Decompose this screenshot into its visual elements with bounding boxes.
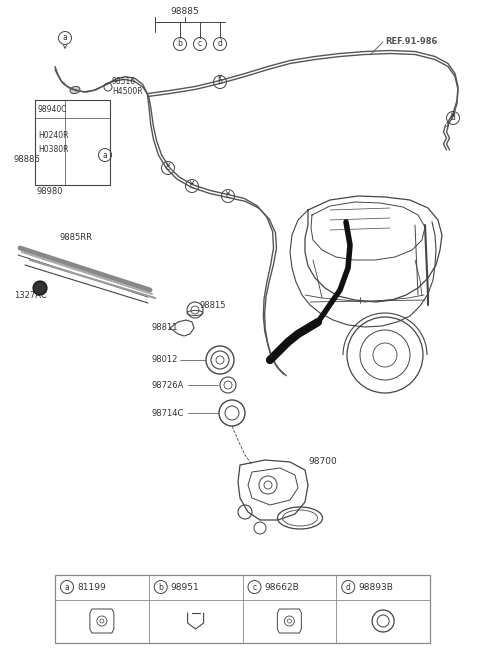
Ellipse shape <box>70 86 80 93</box>
Text: c: c <box>252 583 257 591</box>
Text: 81199: 81199 <box>77 583 106 591</box>
Text: 98726A: 98726A <box>152 380 184 389</box>
Text: a: a <box>65 583 70 591</box>
Text: b: b <box>158 583 163 591</box>
Text: 98714C: 98714C <box>152 408 184 417</box>
Text: H4500R: H4500R <box>112 88 143 97</box>
Text: 98893B: 98893B <box>358 583 393 591</box>
Text: 98940C: 98940C <box>38 106 68 114</box>
Circle shape <box>33 281 47 295</box>
Text: b: b <box>178 40 182 49</box>
Text: 98885: 98885 <box>170 8 199 16</box>
Text: 98886: 98886 <box>14 156 41 164</box>
Text: 98815: 98815 <box>200 300 227 310</box>
Text: 98951: 98951 <box>171 583 200 591</box>
Text: c: c <box>166 164 170 173</box>
Text: 98811: 98811 <box>152 323 179 332</box>
Text: H0380R: H0380R <box>38 145 69 154</box>
Text: 98980: 98980 <box>37 188 63 197</box>
Text: d: d <box>346 583 351 591</box>
Text: 98662B: 98662B <box>264 583 299 591</box>
Text: b: b <box>217 77 222 86</box>
Text: a: a <box>62 34 67 42</box>
Text: 98700: 98700 <box>308 458 337 467</box>
Text: a: a <box>103 151 108 160</box>
Text: d: d <box>217 40 222 49</box>
Text: c: c <box>198 40 202 49</box>
Text: 98516: 98516 <box>112 77 136 86</box>
Text: REF.91-986: REF.91-986 <box>385 38 437 47</box>
Text: c: c <box>226 191 230 201</box>
Text: 9885RR: 9885RR <box>60 234 93 243</box>
Text: c: c <box>190 182 194 191</box>
Text: H0240R: H0240R <box>38 130 69 140</box>
Text: 98012: 98012 <box>152 356 179 365</box>
Text: d: d <box>451 114 456 123</box>
Text: 1327AC: 1327AC <box>14 291 47 299</box>
